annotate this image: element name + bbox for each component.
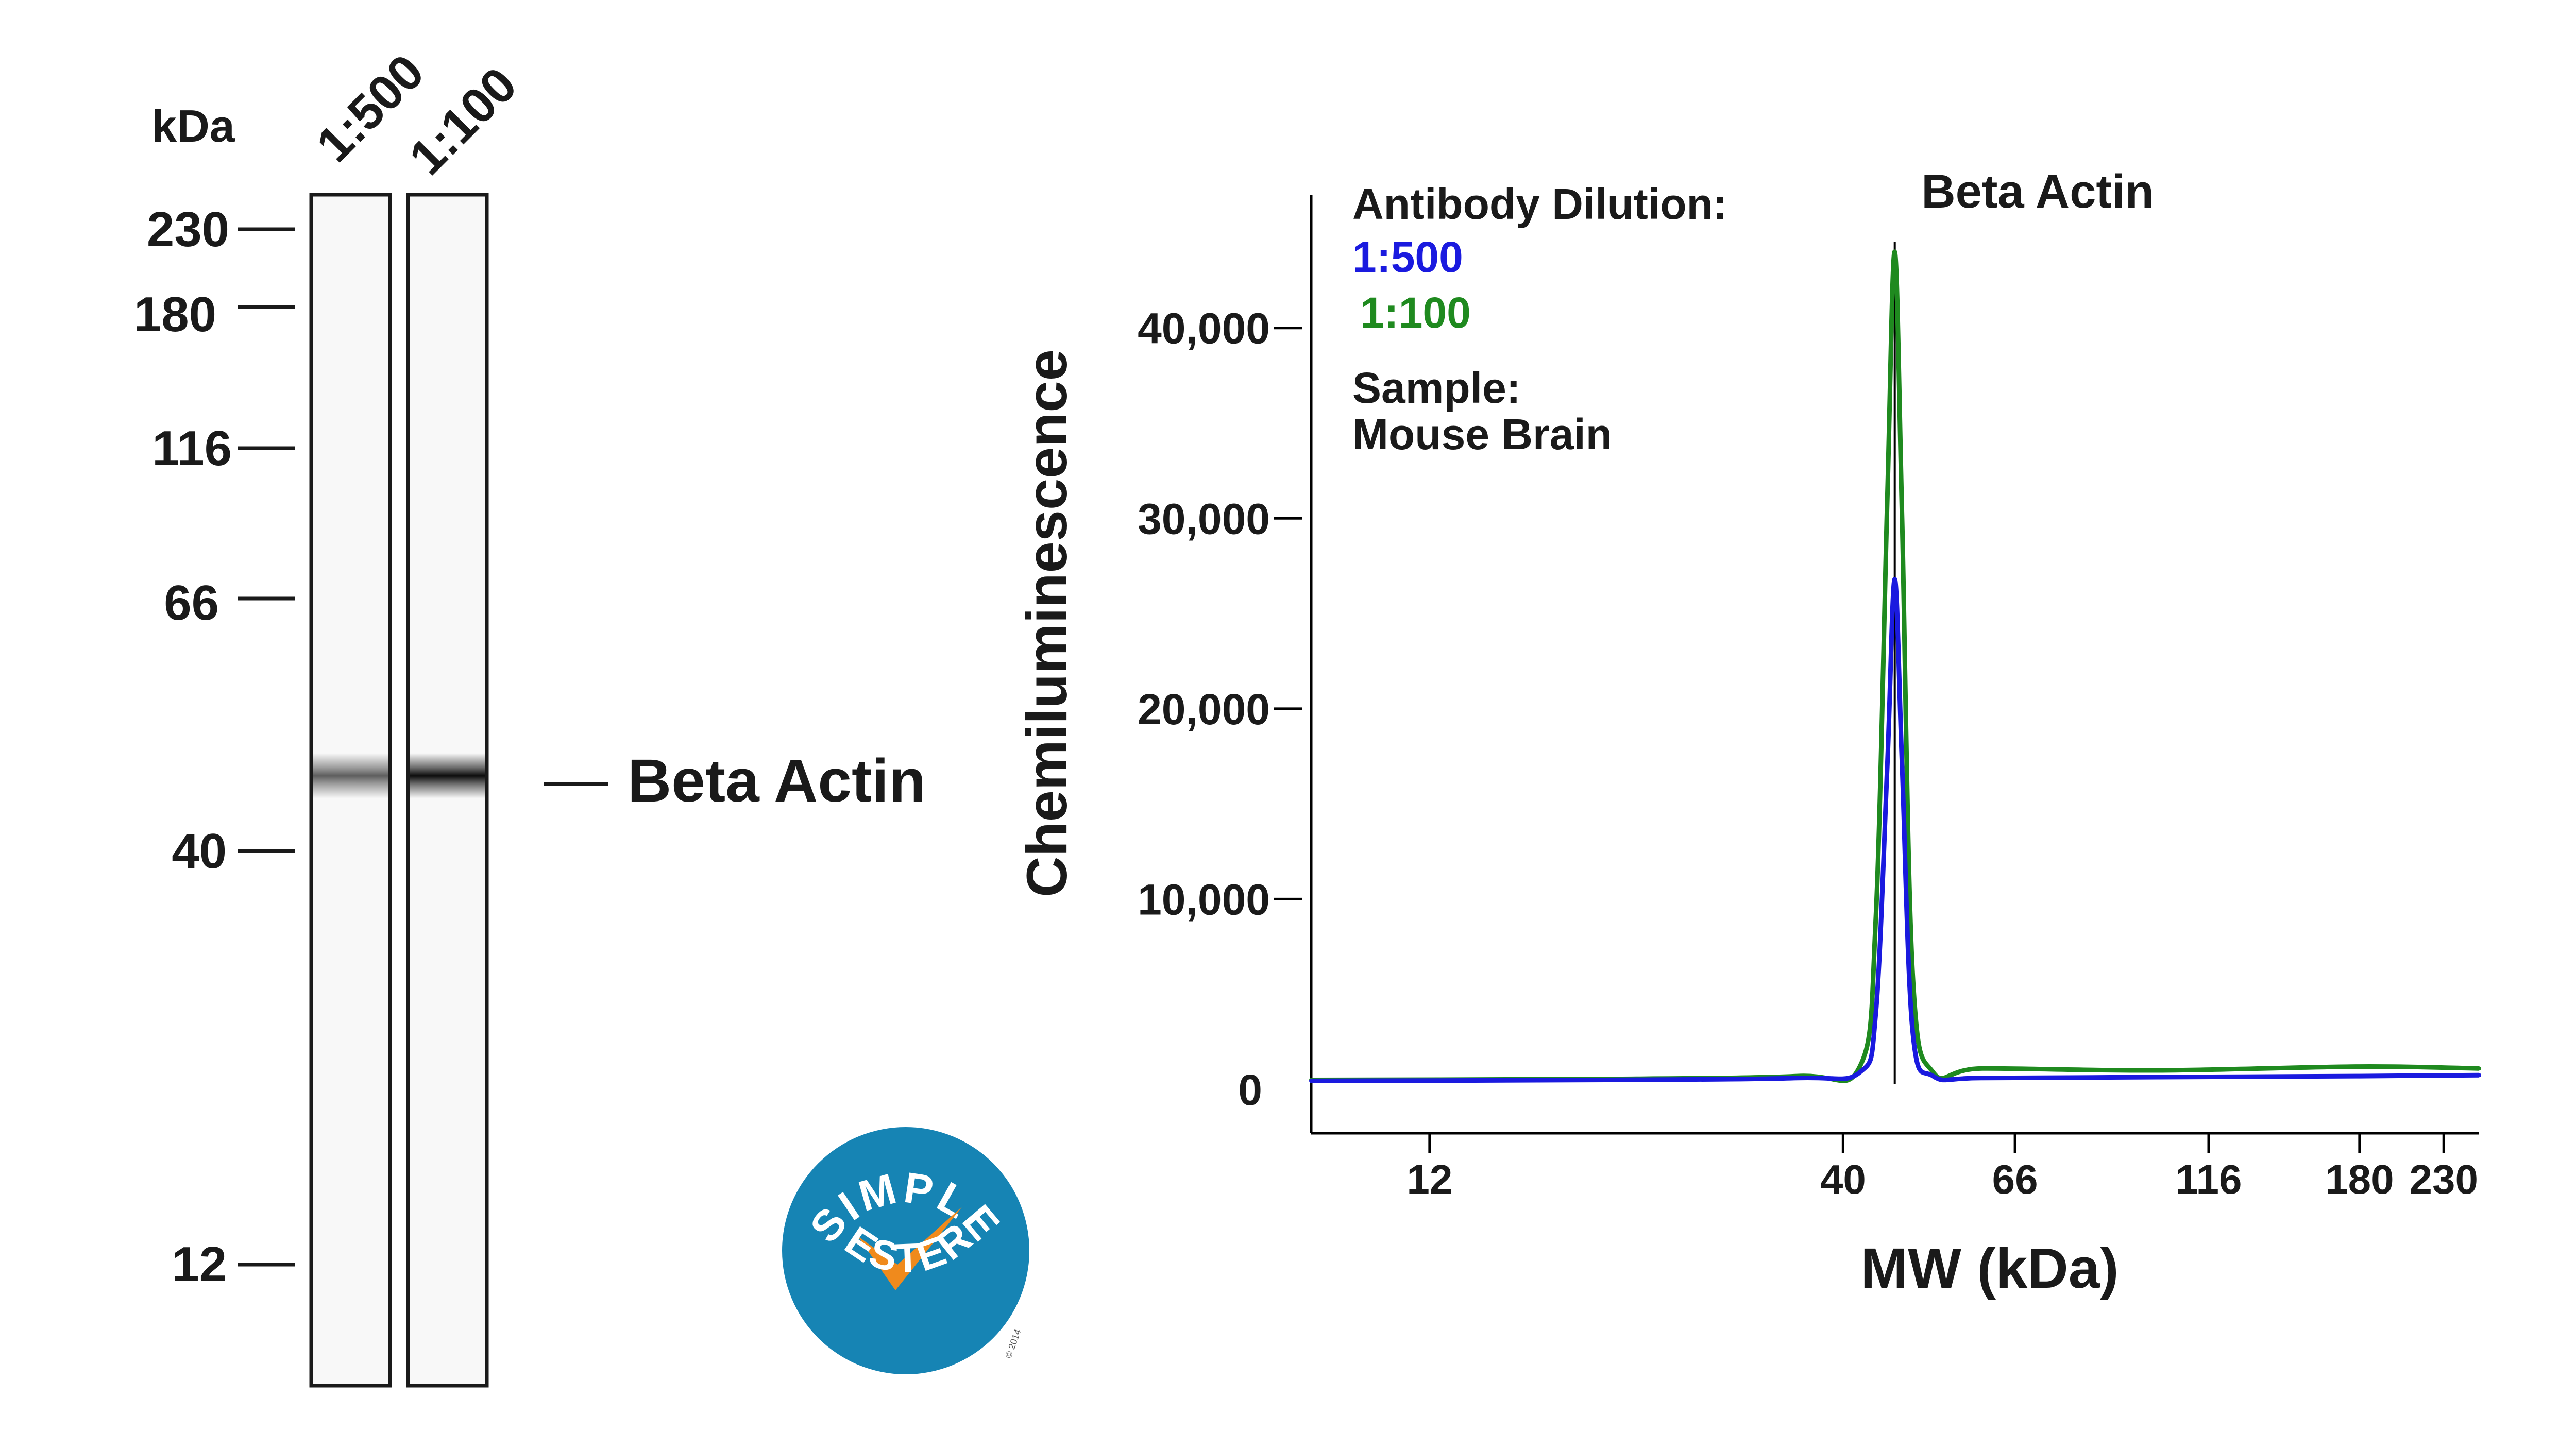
marker-label: 230 xyxy=(147,202,229,257)
x-tick-group: 12 40 66 116 180 230 xyxy=(1406,1133,2478,1202)
marker-40: 40 xyxy=(172,824,295,879)
series-2-point xyxy=(2357,1064,2362,1069)
legend-series-1: 1:500 xyxy=(1352,233,1463,281)
series-1-point xyxy=(1857,1070,1862,1075)
marker-12: 12 xyxy=(172,1237,295,1292)
series-line-1 xyxy=(1311,577,2480,1083)
series-1-point xyxy=(1603,1078,1607,1082)
chart-title: Beta Actin xyxy=(1921,165,2154,218)
marker-180: 180 xyxy=(134,287,295,342)
band-lane-2 xyxy=(410,753,485,798)
series-2-point xyxy=(1910,973,1915,978)
series-1-point xyxy=(1873,1011,1878,1016)
x-tick-label: 230 xyxy=(2409,1156,2478,1202)
marker-66: 66 xyxy=(164,575,295,630)
x-tick-label: 66 xyxy=(1992,1156,2038,1202)
marker-label: 66 xyxy=(164,575,219,630)
marker-label: 116 xyxy=(152,421,232,476)
legend-heading: Antibody Dilution: xyxy=(1352,180,1727,228)
band-lane-1 xyxy=(313,753,388,798)
series-2-point xyxy=(1900,516,1904,521)
series-group xyxy=(1309,249,2481,1083)
marker-116: 116 xyxy=(152,421,295,476)
marker-label: 180 xyxy=(134,287,216,342)
marker-label: 40 xyxy=(172,824,227,879)
x-tick-label: 12 xyxy=(1406,1156,1452,1202)
series-2-point xyxy=(1892,249,1897,254)
series-2-point xyxy=(1873,916,1878,920)
series-1-point xyxy=(1795,1076,1800,1080)
series-1-point xyxy=(2156,1075,2160,1079)
y-tick-label: 30,000 xyxy=(1138,495,1270,543)
logo-bottom-text: WESTERN xyxy=(0,0,979,1282)
series-2-point xyxy=(1980,1066,1985,1071)
x-tick-label: 116 xyxy=(2175,1156,2242,1202)
y-tick-label: 10,000 xyxy=(1138,875,1270,924)
series-1-point xyxy=(2357,1074,2362,1079)
chart: 0 10,000 20,000 30,000 40,000 12 40 66 116 180 23… xyxy=(1015,165,2481,1300)
marker-230: 230 xyxy=(147,202,295,257)
series-1-point xyxy=(1910,1030,1915,1035)
band-label: Beta Actin xyxy=(628,747,926,815)
x-tick-label: 40 xyxy=(1820,1156,1866,1202)
series-1-point xyxy=(1931,1074,1936,1079)
series-2-point xyxy=(1857,1064,1862,1069)
series-1-point xyxy=(1900,763,1904,768)
legend-sample-heading: Sample: xyxy=(1352,364,1521,412)
series-2-point xyxy=(2156,1068,2160,1072)
logo-circle xyxy=(782,1127,1029,1374)
series-1-point xyxy=(1309,1079,1313,1083)
blot-unit-label: kDa xyxy=(151,100,235,151)
checkmark-icon xyxy=(858,1206,962,1290)
x-axis-label: MW (kDa) xyxy=(1860,1237,2119,1300)
blot-panel: kDa 1:500 1:100 230 180 116 66 40 12 xyxy=(134,44,926,1388)
series-1-point xyxy=(1885,763,1890,768)
y-axis-label: Chemiluminescence xyxy=(1015,349,1079,897)
y-tick-label: 20,000 xyxy=(1138,685,1270,734)
legend-sample-value: Mouse Brain xyxy=(1352,410,1612,458)
x-tick-label: 180 xyxy=(2325,1156,2394,1202)
y-tick-group: 0 10,000 20,000 30,000 40,000 xyxy=(1138,304,1302,1114)
legend-series-2: 1:100 xyxy=(1360,288,1471,337)
marker-label: 12 xyxy=(172,1237,227,1292)
y-tick-label: 0 xyxy=(1238,1066,1262,1114)
series-1-point xyxy=(2477,1073,2481,1078)
svg-text:WESTERN: WESTERN xyxy=(0,0,981,1282)
series-1-point xyxy=(1980,1076,1985,1080)
logo-copyright: © 2014 xyxy=(1003,1328,1023,1360)
series-1-point xyxy=(1892,577,1897,582)
y-tick-label: 40,000 xyxy=(1138,304,1270,353)
series-2-point xyxy=(1885,497,1890,502)
legend: Antibody Dilution: 1:500 1:100 Sample: M… xyxy=(1352,180,1727,458)
series-2-point xyxy=(2477,1066,2481,1071)
